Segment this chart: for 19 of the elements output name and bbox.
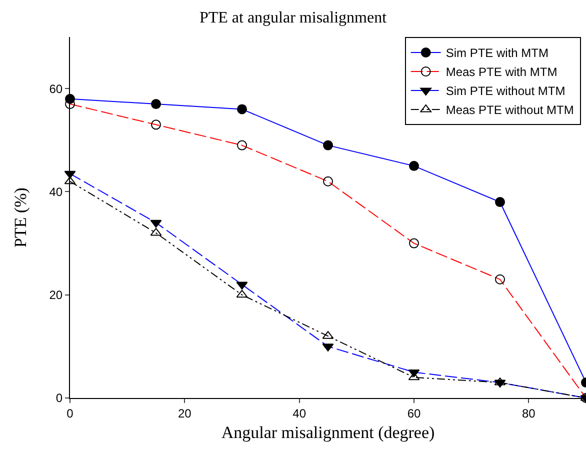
x-tick-label: 80: [522, 406, 536, 420]
x-axis-title: Angular misalignment (degree): [221, 422, 435, 442]
x-tick-label: 0: [66, 406, 74, 420]
x-tick-label: 60: [407, 406, 421, 420]
y-tick-label: 0: [56, 391, 63, 406]
legend-label: Sim PTE without MTM: [446, 84, 566, 98]
x-tick-label: 20: [178, 406, 192, 420]
legend-label: Meas PTE without MTM: [446, 103, 574, 118]
x-tick-label: 40: [292, 406, 306, 420]
point: [64, 176, 76, 184]
y-tick-label: 60: [49, 82, 63, 96]
point: [150, 228, 162, 236]
point: [236, 290, 248, 298]
y-tick-label: 40: [49, 184, 63, 199]
legend-label: Meas PTE with MTM: [446, 65, 558, 80]
y-tick-label: 20: [49, 288, 63, 302]
y-axis-title: PTE (%): [11, 188, 30, 248]
legend-label: Sim PTE with MTM: [446, 46, 549, 60]
chart-title: PTE at angular misalignment: [199, 10, 388, 27]
